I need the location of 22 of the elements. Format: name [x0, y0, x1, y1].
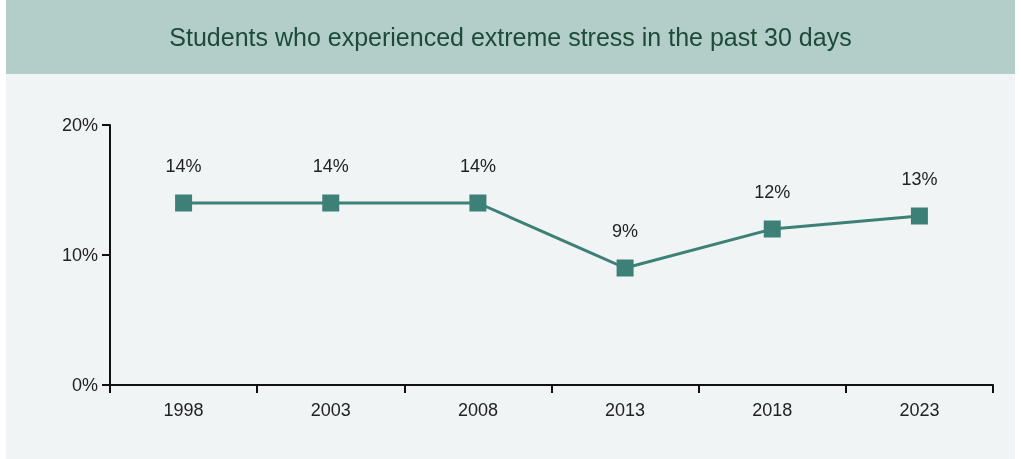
data-label: 14% — [312, 155, 349, 176]
x-tick-label: 2013 — [605, 400, 646, 420]
point — [322, 194, 340, 212]
x-tick-label: 2023 — [899, 400, 940, 420]
point — [175, 194, 193, 212]
data-label: 13% — [901, 168, 938, 189]
y-tick-label: 20% — [61, 115, 98, 135]
data-label: 14% — [459, 155, 496, 176]
data-label: 12% — [754, 181, 791, 202]
point — [763, 220, 781, 238]
point — [469, 194, 487, 212]
x-tick-label: 2018 — [752, 400, 793, 420]
y-tick-label: 10% — [61, 245, 98, 265]
x-tick-label: 1998 — [163, 400, 204, 420]
point — [910, 207, 928, 225]
chart-title: Students who experienced extreme stress in the past 30 days — [6, 0, 1015, 74]
x-tick-label: 2008 — [457, 400, 498, 420]
y-tick-label: 0% — [71, 375, 98, 395]
point — [616, 259, 634, 277]
data-label: 14% — [165, 155, 202, 176]
x-tick-label: 2003 — [310, 400, 351, 420]
data-label: 9% — [612, 220, 639, 241]
